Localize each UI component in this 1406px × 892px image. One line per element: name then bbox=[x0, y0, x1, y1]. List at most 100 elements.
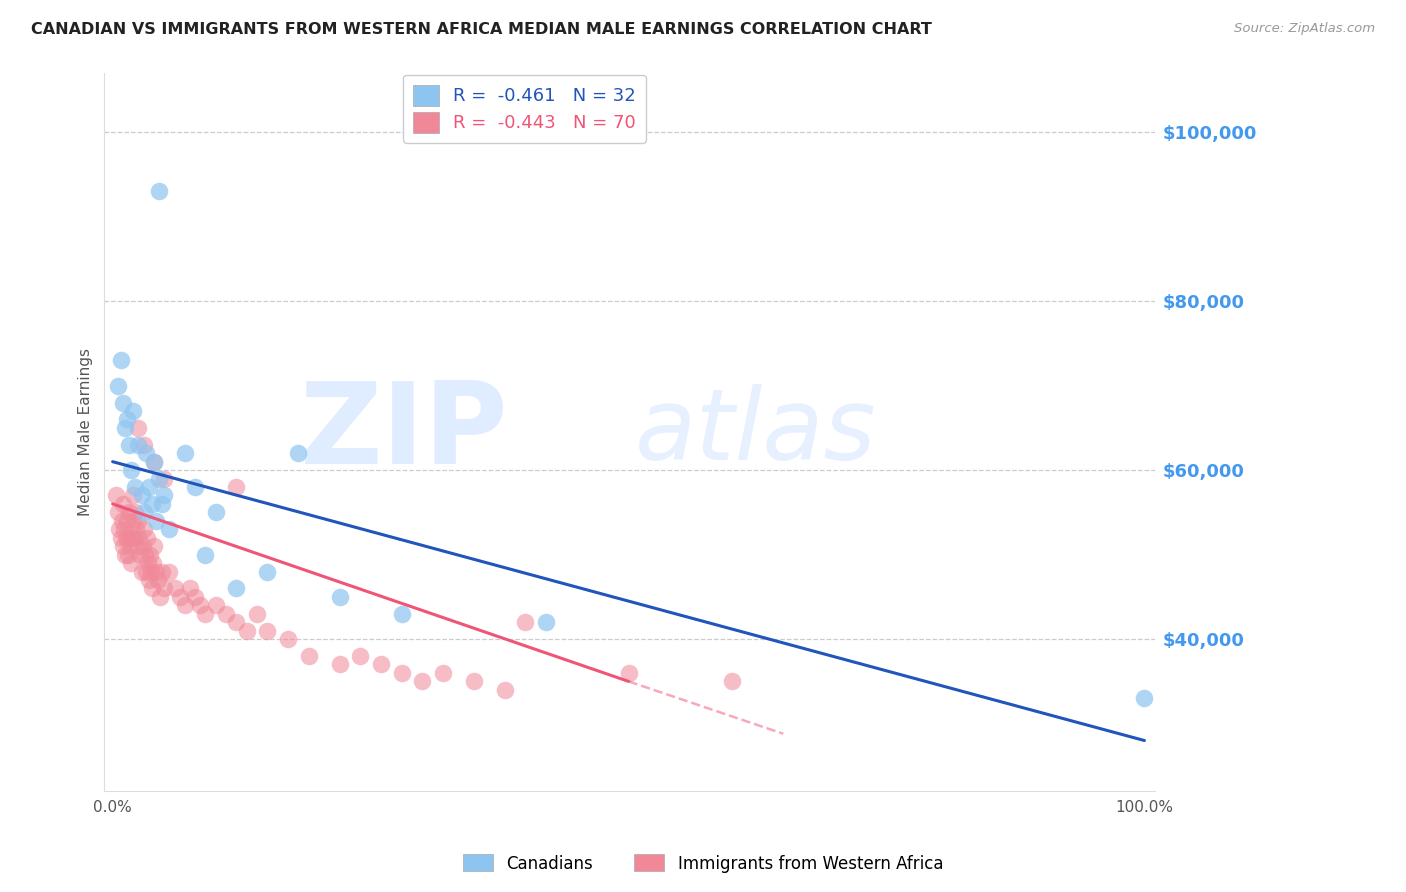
Point bbox=[194, 548, 217, 562]
Point bbox=[153, 488, 176, 502]
Point bbox=[329, 590, 352, 604]
Point bbox=[139, 548, 162, 562]
Text: CANADIAN VS IMMIGRANTS FROM WESTERN AFRICA MEDIAN MALE EARNINGS CORRELATION CHAR: CANADIAN VS IMMIGRANTS FROM WESTERN AFRI… bbox=[31, 22, 932, 37]
Point bbox=[117, 531, 139, 545]
Point bbox=[127, 539, 149, 553]
Point bbox=[148, 472, 170, 486]
Point bbox=[204, 505, 226, 519]
Point bbox=[194, 607, 217, 621]
Point bbox=[163, 582, 186, 596]
Point bbox=[349, 648, 371, 663]
Point bbox=[125, 522, 148, 536]
Point bbox=[188, 599, 211, 613]
Point bbox=[122, 514, 145, 528]
Point bbox=[411, 674, 433, 689]
Point bbox=[118, 438, 141, 452]
Point bbox=[111, 395, 134, 409]
Point bbox=[256, 624, 278, 638]
Point bbox=[153, 472, 176, 486]
Point bbox=[131, 539, 153, 553]
Point bbox=[179, 582, 201, 596]
Point bbox=[124, 505, 146, 519]
Point bbox=[215, 607, 238, 621]
Text: ZIP: ZIP bbox=[301, 376, 509, 488]
Point bbox=[127, 421, 149, 435]
Point bbox=[173, 599, 195, 613]
Point bbox=[142, 539, 165, 553]
Point bbox=[127, 514, 149, 528]
Point bbox=[256, 565, 278, 579]
Text: atlas: atlas bbox=[634, 384, 876, 481]
Point bbox=[104, 488, 127, 502]
Point bbox=[135, 565, 157, 579]
Point bbox=[370, 657, 392, 672]
Point bbox=[132, 522, 155, 536]
Point bbox=[145, 514, 167, 528]
Point bbox=[110, 353, 132, 368]
Point bbox=[225, 480, 247, 494]
Point bbox=[463, 674, 485, 689]
Point bbox=[515, 615, 537, 630]
Point bbox=[117, 548, 139, 562]
Point bbox=[142, 556, 165, 570]
Point bbox=[134, 548, 156, 562]
Point bbox=[246, 607, 269, 621]
Point bbox=[277, 632, 299, 647]
Text: Source: ZipAtlas.com: Source: ZipAtlas.com bbox=[1234, 22, 1375, 36]
Point bbox=[148, 184, 170, 198]
Point bbox=[115, 412, 138, 426]
Point bbox=[150, 497, 173, 511]
Point bbox=[534, 615, 557, 630]
Point bbox=[120, 539, 142, 553]
Point bbox=[121, 531, 143, 545]
Point bbox=[141, 497, 163, 511]
Point bbox=[107, 505, 129, 519]
Point bbox=[110, 531, 132, 545]
Point bbox=[135, 531, 157, 545]
Point bbox=[720, 674, 742, 689]
Y-axis label: Median Male Earnings: Median Male Earnings bbox=[79, 348, 93, 516]
Point bbox=[108, 522, 131, 536]
Legend: R =  -0.461   N = 32, R =  -0.443   N = 70: R = -0.461 N = 32, R = -0.443 N = 70 bbox=[404, 75, 645, 143]
Point bbox=[617, 665, 640, 680]
Point bbox=[169, 590, 191, 604]
Point bbox=[184, 590, 207, 604]
Point bbox=[150, 565, 173, 579]
Point bbox=[120, 556, 142, 570]
Point bbox=[145, 565, 167, 579]
Point bbox=[225, 582, 247, 596]
Point bbox=[128, 531, 150, 545]
Point bbox=[391, 607, 413, 621]
Point bbox=[112, 522, 135, 536]
Point bbox=[204, 599, 226, 613]
Point bbox=[236, 624, 259, 638]
Point bbox=[146, 573, 169, 587]
Point bbox=[114, 421, 136, 435]
Point bbox=[287, 446, 309, 460]
Point bbox=[142, 455, 165, 469]
Point bbox=[122, 488, 145, 502]
Point bbox=[157, 565, 180, 579]
Legend: Canadians, Immigrants from Western Africa: Canadians, Immigrants from Western Afric… bbox=[456, 847, 950, 880]
Point bbox=[494, 682, 516, 697]
Point bbox=[432, 665, 454, 680]
Point bbox=[118, 505, 141, 519]
Point bbox=[173, 446, 195, 460]
Point bbox=[111, 514, 134, 528]
Point bbox=[127, 438, 149, 452]
Point bbox=[391, 665, 413, 680]
Point bbox=[1133, 691, 1156, 706]
Point bbox=[136, 556, 159, 570]
Point bbox=[329, 657, 352, 672]
Point bbox=[142, 455, 165, 469]
Point bbox=[131, 488, 153, 502]
Point bbox=[111, 539, 134, 553]
Point bbox=[107, 378, 129, 392]
Point bbox=[120, 463, 142, 477]
Point bbox=[184, 480, 207, 494]
Point bbox=[139, 565, 162, 579]
Point bbox=[138, 480, 160, 494]
Point bbox=[149, 590, 172, 604]
Point bbox=[132, 505, 155, 519]
Point bbox=[141, 582, 163, 596]
